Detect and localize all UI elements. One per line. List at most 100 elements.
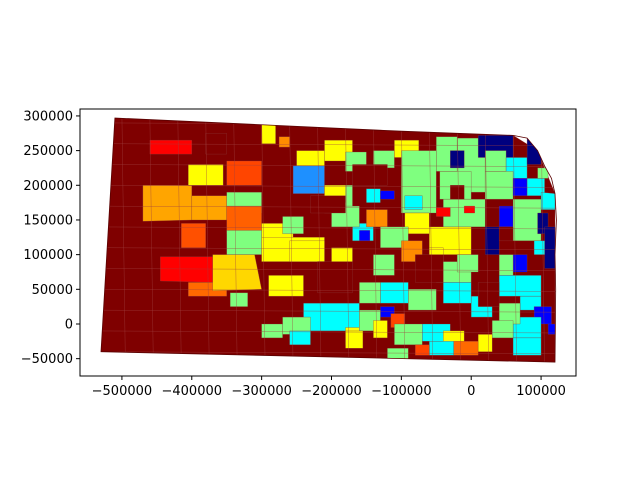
map-region [261, 323, 283, 339]
map-region [533, 240, 545, 255]
map-region [317, 261, 353, 293]
map-region [366, 209, 388, 228]
county-boundary [149, 118, 154, 363]
map-region [226, 230, 262, 255]
map-region [404, 212, 430, 234]
county-boundary [401, 118, 406, 363]
map-region [537, 167, 549, 179]
map-region [544, 226, 556, 269]
map-region [512, 199, 542, 241]
county-boundary [101, 289, 557, 292]
map-region [191, 195, 227, 221]
map-region [373, 150, 395, 169]
y-tick-label: 100000 [23, 248, 73, 263]
y-tick-label: 250000 [23, 144, 73, 159]
map-region [450, 185, 465, 200]
county-boundary [121, 118, 126, 363]
map-region [492, 320, 514, 339]
map-region [404, 195, 423, 210]
map-region [373, 320, 388, 339]
x-tick-label: 0 [467, 384, 475, 399]
county-boundary [233, 118, 238, 363]
y-tick-label: −50000 [21, 352, 73, 367]
county-boundary [205, 118, 210, 363]
state-outline [100, 117, 557, 363]
county-boundary [101, 185, 557, 188]
map-region [278, 136, 290, 148]
map-region [415, 344, 430, 356]
map-region [188, 164, 224, 186]
x-tick-label: 100000 [516, 384, 566, 399]
map-region [261, 122, 276, 144]
county-boundary [457, 118, 461, 363]
map-region [478, 282, 500, 307]
map-region [205, 133, 227, 155]
map-region [499, 303, 521, 325]
map-region [310, 195, 346, 214]
map-region [485, 171, 514, 200]
map-region [464, 205, 475, 214]
map-region [499, 205, 514, 228]
map-region [345, 330, 364, 349]
map-region [289, 330, 311, 345]
y-tick-label: 150000 [23, 213, 73, 228]
map-region [453, 341, 479, 356]
map-region [540, 192, 556, 210]
county-boundary [512, 118, 517, 363]
county-boundary [261, 118, 266, 363]
x-tick-label: −300000 [231, 384, 292, 399]
map-region [485, 226, 500, 255]
county-boundary [101, 143, 557, 146]
map-region [450, 150, 465, 169]
map-region [443, 282, 472, 304]
county-boundary [101, 330, 557, 334]
county-boundary [317, 118, 322, 363]
map-region [226, 205, 262, 234]
county-boundary [485, 118, 489, 363]
x-tick-label: −200000 [301, 384, 362, 399]
map-region [303, 303, 360, 332]
map-region [380, 282, 409, 304]
county-boundary [429, 118, 433, 363]
map-region [359, 230, 371, 241]
map-region [359, 282, 381, 304]
map-region [230, 292, 248, 307]
axes-frame [79, 108, 577, 377]
county-boundary [373, 118, 378, 363]
map-region [352, 164, 388, 186]
county-boundary [101, 268, 557, 271]
map-region [436, 207, 451, 217]
map-region [212, 254, 262, 291]
y-axis: −50000 0 50000 100000 150000 200000 250000 3000… [21, 109, 80, 367]
map-region [512, 337, 542, 356]
map-region [394, 323, 423, 345]
map-region [485, 150, 507, 172]
y-tick-label: 50000 [32, 283, 73, 298]
map-region [149, 140, 192, 155]
map-region [373, 254, 395, 276]
x-tick-label: −500000 [92, 384, 153, 399]
map-region [499, 275, 542, 297]
x-axis: −500000 −400000 −300000 −200000 −100000 0 1000… [92, 376, 566, 399]
county-boundary [101, 205, 557, 209]
x-tick-label: −100000 [371, 384, 432, 399]
county-boundary [101, 247, 557, 250]
map-region [457, 254, 479, 273]
map-region [226, 160, 262, 186]
county-boundary [101, 164, 557, 167]
map-region [268, 275, 304, 297]
map-region [160, 256, 213, 283]
map-regions [101, 118, 557, 363]
county-boundary [177, 118, 182, 363]
map-region [292, 165, 325, 194]
map-region [181, 223, 206, 248]
county-boundary [101, 309, 557, 313]
map-region [282, 216, 304, 234]
x-tick-label: −400000 [162, 384, 223, 399]
y-tick-label: 300000 [23, 109, 73, 124]
map-region [415, 254, 444, 283]
map-region [499, 226, 514, 241]
map-region [387, 348, 409, 359]
